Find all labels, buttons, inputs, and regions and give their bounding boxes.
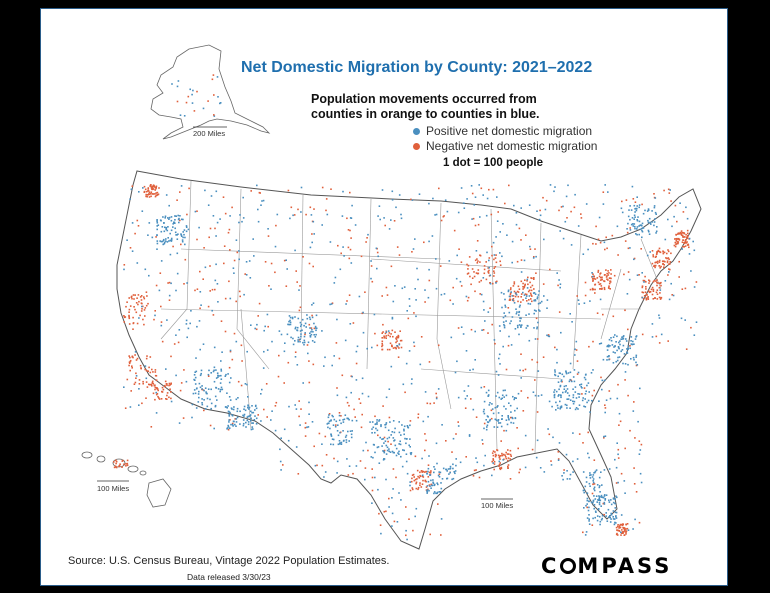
legend-scale-note: 1 dot = 100 people [443, 157, 544, 169]
subtitle-line-1: Population movements occurred from [311, 92, 537, 106]
hawaii-islands [81, 451, 172, 508]
hawaii-scale-label: 100 Miles [97, 484, 130, 493]
map-card: Net Domestic Migration by County: 2021–2… [40, 8, 728, 586]
positive-migration-dots [123, 184, 698, 541]
negative-dot-icon [413, 142, 420, 150]
contiguous-us-shape [116, 170, 702, 550]
state-boundaries [160, 180, 662, 454]
map-subtitle: Population movements occurred from count… [311, 92, 611, 122]
migration-map [81, 44, 702, 550]
alaska-scale-label: 200 Miles [193, 129, 226, 138]
release-date: Data released 3/30/23 [187, 572, 271, 582]
compass-logo: C MPASS [541, 554, 673, 578]
positive-dot-icon [413, 127, 420, 135]
logo-o-ring [560, 558, 577, 574]
legend-negative-label: Negative net domestic migration [426, 139, 598, 153]
legend-positive-label: Positive net domestic migration [426, 124, 593, 138]
map-title: Net Domestic Migration by County: 2021–2… [241, 59, 593, 76]
subtitle-line-2: counties in orange to counties in blue. [311, 107, 540, 121]
source-note: Source: U.S. Census Bureau, Vintage 2022… [68, 555, 390, 567]
legend-negative: Negative net domestic migration [413, 139, 597, 153]
legend-positive: Positive net domestic migration [413, 124, 592, 138]
contiguous-scale-label: 100 Miles [481, 501, 514, 510]
